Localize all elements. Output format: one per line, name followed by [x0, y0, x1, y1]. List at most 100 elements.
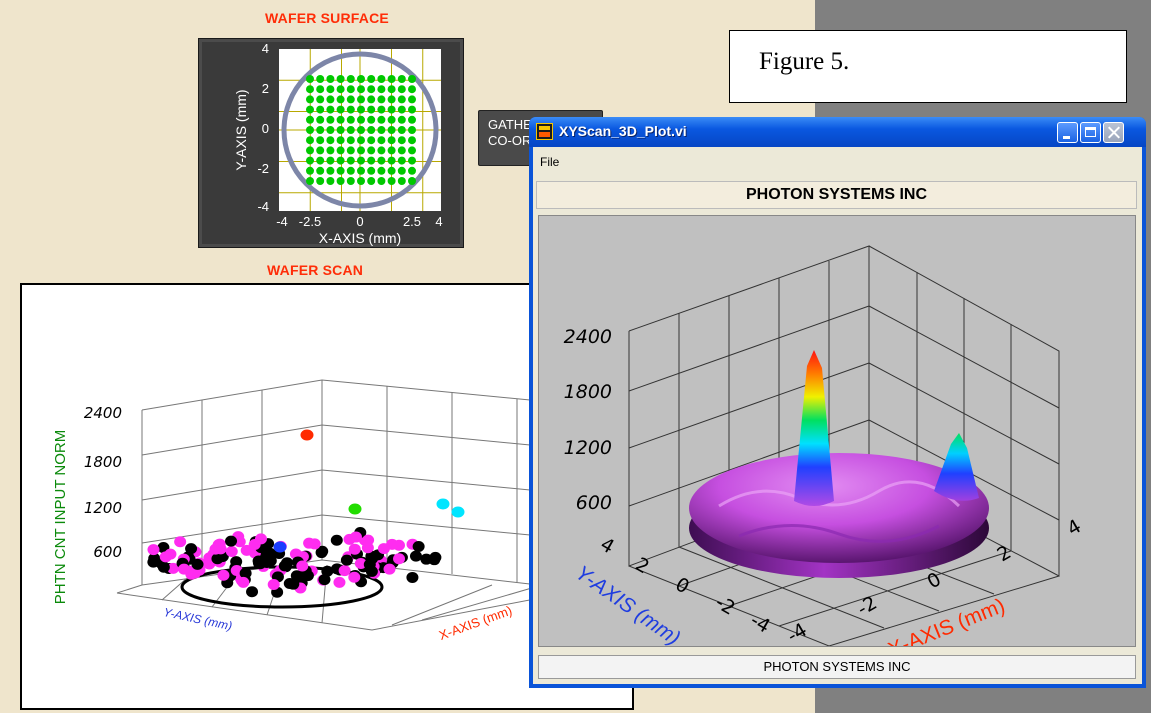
surface-point [377, 126, 386, 134]
surface-point [316, 146, 325, 155]
surface-point [306, 105, 314, 114]
scan-points [147, 429, 465, 598]
surface-point [397, 126, 406, 134]
y-tick: -4 [257, 199, 269, 214]
y-axis-label: Y-AXIS (mm) [162, 605, 233, 633]
scan-point [301, 570, 314, 582]
surface-point [336, 166, 345, 175]
surface-point [397, 177, 406, 185]
surface-point [357, 126, 365, 134]
surface-point [346, 156, 355, 165]
xyscan-3d-plot-window[interactable]: XYScan_3D_Plot.vi File PHOTON SYSTEMS IN… [529, 117, 1146, 688]
surface-point [336, 126, 345, 134]
surface-point [346, 105, 355, 114]
surface-point [357, 105, 365, 114]
y-tick: 2 [262, 81, 269, 96]
scan-point [362, 534, 375, 546]
y-tick: -4 [747, 609, 774, 638]
scan-point [412, 541, 425, 553]
surface-point [306, 156, 314, 165]
scan-point [338, 565, 351, 577]
surface-point [408, 166, 416, 175]
wafer-scan-title: WAFER SCAN [267, 262, 364, 278]
surface-point [326, 105, 335, 114]
window-titlebar[interactable]: XYScan_3D_Plot.vi [529, 117, 1146, 147]
scan-point [230, 556, 243, 568]
surface-point [408, 177, 416, 185]
figure-caption: Figure 5. [759, 48, 850, 75]
scan-point [260, 556, 273, 568]
figure-caption-box: Figure 5. [729, 30, 1127, 103]
surface-point [326, 166, 335, 175]
surface-point [408, 136, 416, 145]
scan-point [178, 563, 191, 575]
surface-point [306, 146, 314, 155]
scan-point-highlight [348, 503, 362, 515]
surface-point [316, 85, 325, 94]
surface-point [377, 177, 386, 185]
scan-point [316, 545, 329, 557]
scan-point [296, 560, 309, 572]
maximize-icon[interactable] [1080, 122, 1101, 143]
x-tick: 4 [435, 214, 442, 229]
window-client-area: File PHOTON SYSTEMS INC [533, 147, 1142, 684]
labview-app-icon[interactable] [536, 123, 553, 140]
surface-point [346, 177, 355, 185]
surface-point [357, 156, 365, 165]
gather-button-line1: GATHER [488, 117, 542, 132]
surface-point [387, 136, 396, 145]
surface-point [387, 95, 396, 104]
z-tick: 2400 [84, 404, 122, 422]
scan-point [191, 558, 204, 570]
scan-point-highlight [436, 498, 450, 510]
scan-point [383, 563, 396, 575]
surface-point [408, 95, 416, 104]
surface-point [316, 75, 325, 83]
scan-point-highlight [273, 541, 287, 553]
scan-point [185, 543, 198, 555]
menu-file[interactable]: File [540, 155, 560, 169]
surface-point [326, 177, 335, 185]
surface-point [408, 146, 416, 155]
y-tick: 0 [672, 573, 693, 598]
surface-point [377, 105, 386, 114]
surface-point [306, 85, 314, 94]
surface-point [357, 136, 365, 145]
minimize-icon[interactable] [1057, 122, 1078, 143]
surface-point [316, 126, 325, 134]
surface-point [346, 126, 355, 134]
surface-point [336, 156, 345, 165]
surface-point [377, 85, 386, 94]
scan-point [363, 559, 376, 571]
x-tick: -2.5 [299, 214, 321, 229]
3d-surface-plot[interactable]: 2400 1800 1200 600 4 2 0 -2 -4 -4 -2 0 2… [538, 215, 1136, 647]
surface-point [306, 115, 314, 124]
scan-point [409, 550, 422, 562]
surface-point [326, 115, 335, 124]
surface-point [326, 146, 335, 155]
surface-point [397, 75, 406, 83]
surface-point [377, 75, 386, 83]
surface-point [336, 146, 345, 155]
scan-point [246, 586, 259, 598]
window-title: XYScan_3D_Plot.vi [559, 123, 687, 139]
surface-point [397, 166, 406, 175]
surface-point [346, 85, 355, 94]
surface-point [346, 75, 355, 83]
surface-point [357, 115, 365, 124]
peak-2 [934, 433, 979, 501]
x-tick: 0 [924, 568, 945, 593]
surface-point [357, 85, 365, 94]
scan-point [303, 537, 316, 549]
surface-point [316, 166, 325, 175]
scan-point [321, 565, 334, 577]
y-axis-label: Y-AXIS (mm) [233, 89, 249, 170]
surface-point [346, 166, 355, 175]
surface-point [316, 105, 325, 114]
surface-point [367, 126, 376, 134]
surface-point [316, 115, 325, 124]
close-icon[interactable] [1103, 122, 1124, 143]
y-tick: -2 [257, 161, 269, 176]
surface-point [336, 136, 345, 145]
surface-point [346, 136, 355, 145]
